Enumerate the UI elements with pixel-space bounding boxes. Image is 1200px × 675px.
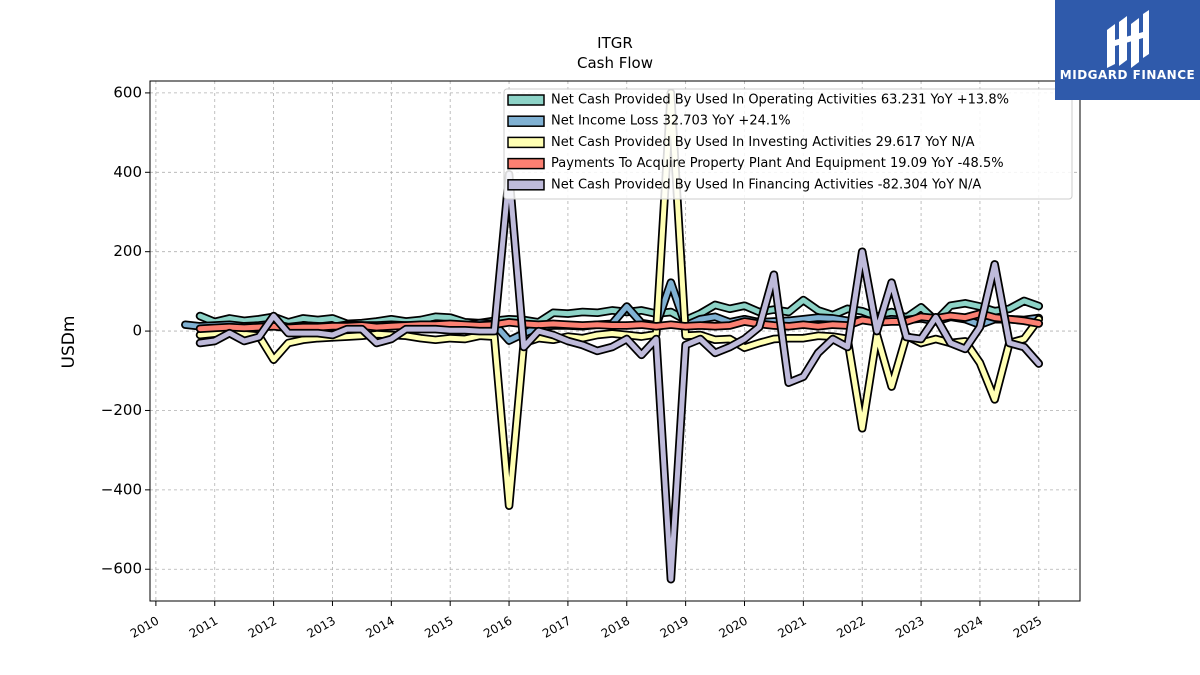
- x-tick-label: 2025: [1011, 613, 1044, 640]
- x-tick-label: 2014: [363, 613, 396, 640]
- chart-subtitle: Cash Flow: [577, 54, 653, 72]
- legend-swatch-2: [507, 136, 545, 149]
- chart-title: ITGR: [597, 34, 633, 52]
- x-tick-label: 2013: [305, 613, 338, 640]
- y-tick-label: 600: [113, 83, 142, 101]
- legend-swatch-0: [507, 94, 545, 106]
- series-2-line: [197, 90, 1042, 509]
- y-axis-label: USDm: [59, 316, 79, 369]
- legend-label-0: Net Cash Provided By Used In Operating A…: [551, 93, 1009, 108]
- y-tick-label: −600: [101, 560, 142, 578]
- x-tick-label: 2011: [187, 613, 220, 640]
- x-tick-label: 2021: [775, 613, 808, 640]
- x-tick-label: 2020: [717, 613, 750, 640]
- legend-label-2: Net Cash Provided By Used In Investing A…: [551, 135, 975, 150]
- y-tick-label: 200: [113, 242, 142, 260]
- midgard-logo-icon: [1107, 10, 1149, 68]
- legend-box: [503, 88, 1073, 200]
- series-layer: [181, 88, 1044, 584]
- x-tick-label: 2019: [658, 613, 691, 640]
- series-4-outline: [195, 170, 1044, 584]
- series-4-line: [197, 171, 1042, 582]
- legend-label-4: Net Cash Provided By Used In Financing A…: [551, 177, 981, 192]
- legend-swatch-3: [507, 157, 545, 170]
- legend-swatch-4: [507, 179, 545, 191]
- x-tick-label: 2018: [599, 613, 632, 640]
- y-tick-label: −400: [101, 480, 142, 498]
- legend-label-1: Net Income Loss 32.703 YoY +24.1%: [551, 114, 791, 129]
- y-tick-label: 400: [113, 163, 142, 181]
- legend: Net Cash Provided By Used In Operating A…: [503, 88, 1073, 200]
- brand-logo: MIDGARD FINANCE: [1055, 0, 1200, 100]
- y-tick-label: 0: [132, 322, 142, 340]
- plot-frame: [149, 80, 1081, 602]
- x-tick-label: 2017: [540, 613, 573, 640]
- brand-name: MIDGARD FINANCE: [1059, 68, 1196, 82]
- legend-swatch-1: [507, 115, 545, 127]
- x-tick-label: 2012: [246, 613, 279, 640]
- y-tick-label: −200: [101, 401, 142, 419]
- x-tick-label: 2023: [893, 613, 926, 640]
- x-tick-label: 2022: [834, 613, 867, 640]
- x-tick-label: 2010: [128, 613, 161, 640]
- x-tick-label: 2024: [952, 613, 985, 640]
- x-tick-label: 2015: [422, 613, 455, 640]
- x-tick-label: 2016: [481, 613, 514, 640]
- legend-label-3: Payments To Acquire Property Plant And E…: [551, 156, 1004, 171]
